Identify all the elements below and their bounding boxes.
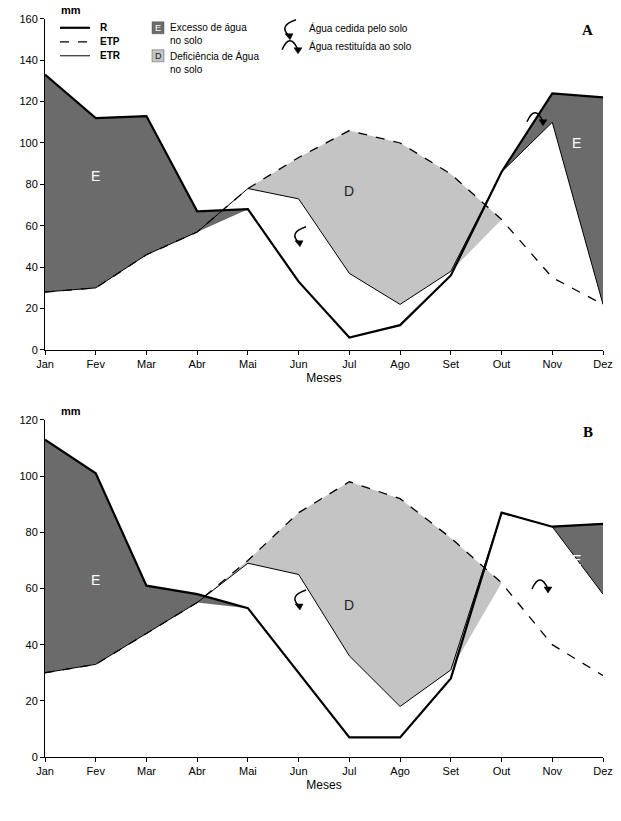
svg-text:Out: Out [493,358,511,370]
svg-text:E: E [91,168,100,184]
svg-text:A: A [582,22,593,38]
svg-text:Excesso de águano solo: Excesso de águano solo [170,22,247,46]
svg-text:Set: Set [443,358,460,370]
svg-text:Set: Set [443,765,460,777]
svg-text:Dez: Dez [593,765,613,777]
svg-text:20: 20 [26,302,38,314]
svg-text:Jul: Jul [342,765,356,777]
svg-text:Ago: Ago [390,765,410,777]
svg-text:Mar: Mar [137,765,156,777]
svg-text:Jan: Jan [36,358,54,370]
svg-text:Deficiência de Águano solo: Deficiência de Águano solo [170,50,259,75]
svg-text:20: 20 [26,695,38,707]
svg-text:Jun: Jun [290,358,308,370]
svg-text:mm: mm [61,4,81,16]
svg-text:R: R [100,22,108,33]
svg-text:Nov: Nov [542,765,562,777]
svg-text:60: 60 [26,582,38,594]
svg-text:D: D [155,51,162,61]
svg-text:Mai: Mai [239,358,257,370]
svg-text:E: E [572,135,581,151]
svg-text:Abr: Abr [189,358,206,370]
svg-text:Mai: Mai [239,765,257,777]
svg-text:Ago: Ago [390,358,410,370]
svg-text:E: E [155,23,161,33]
svg-text:mm: mm [61,405,81,417]
svg-text:120: 120 [19,414,37,426]
svg-text:Água restituída ao solo: Água restituída ao solo [309,40,412,52]
svg-text:B: B [583,424,593,440]
svg-text:Jan: Jan [36,765,54,777]
svg-text:140: 140 [19,54,37,66]
svg-text:D: D [344,597,354,613]
svg-text:E: E [91,572,100,588]
svg-text:80: 80 [26,526,38,538]
svg-text:ETP: ETP [100,36,120,47]
svg-text:Abr: Abr [189,765,206,777]
svg-text:100: 100 [19,470,37,482]
svg-text:D: D [344,183,354,199]
svg-text:0: 0 [32,344,38,356]
svg-text:Meses: Meses [306,778,341,792]
svg-text:Água cedida pelo solo: Água cedida pelo solo [309,22,408,34]
svg-text:80: 80 [26,178,38,190]
svg-text:Out: Out [493,765,511,777]
svg-text:Jun: Jun [290,765,308,777]
svg-text:Fev: Fev [87,765,106,777]
svg-text:Meses: Meses [306,371,341,385]
svg-text:160: 160 [19,13,37,25]
svg-text:Mar: Mar [137,358,156,370]
svg-text:100: 100 [19,137,37,149]
svg-text:ETR: ETR [100,50,121,61]
svg-text:Fev: Fev [87,358,106,370]
svg-text:120: 120 [19,95,37,107]
svg-text:E: E [572,552,581,568]
svg-text:60: 60 [26,220,38,232]
svg-text:Jul: Jul [342,358,356,370]
svg-text:Nov: Nov [542,358,562,370]
svg-text:Dez: Dez [593,358,613,370]
svg-text:40: 40 [26,639,38,651]
svg-text:40: 40 [26,261,38,273]
svg-text:0: 0 [32,751,38,763]
